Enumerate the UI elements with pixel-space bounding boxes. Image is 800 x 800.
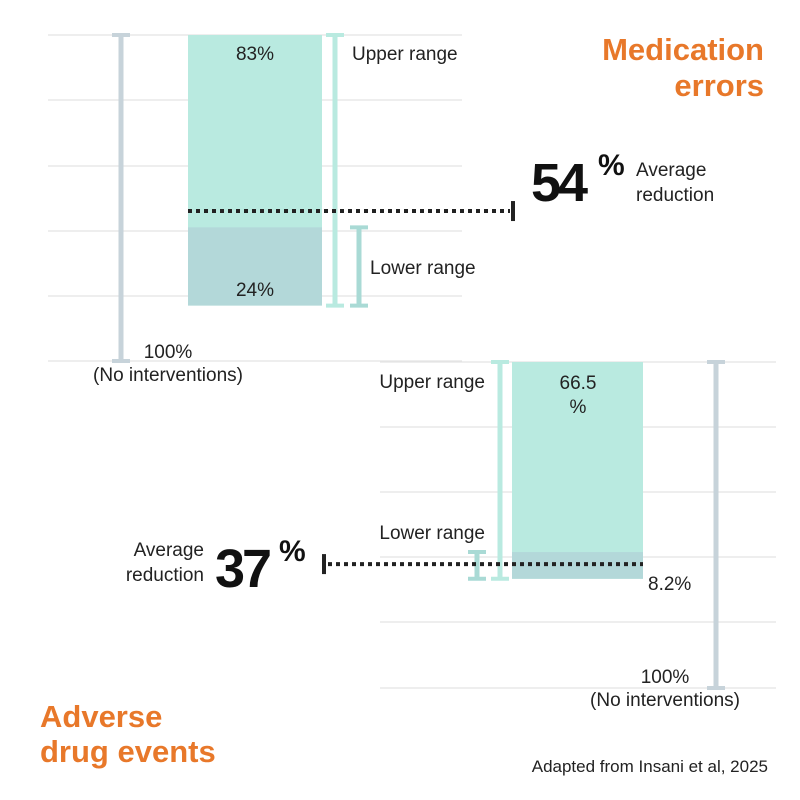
medication-errors-title-line1: Medication <box>602 32 764 67</box>
adverse-drug-events-average-label-line2: reduction <box>126 565 204 586</box>
adverse-drug-events-average-line <box>322 554 643 575</box>
adverse-drug-events-upper-bar <box>512 362 643 579</box>
adverse-drug-events-upper-range-label: Upper range <box>379 372 485 393</box>
medication-errors-lower-value: 24% <box>236 280 274 301</box>
medication-errors-chart: 83% 24% Upper range Lower range 100% (No… <box>93 32 764 386</box>
medication-errors-baseline-sublabel: (No interventions) <box>93 365 243 386</box>
adverse-drug-events-title-line1: Adverse <box>40 699 162 734</box>
adverse-drug-events-average-pct: % <box>279 535 306 568</box>
medication-errors-average-label-line1: Average <box>636 160 706 181</box>
medication-errors-lower-bar <box>188 227 322 306</box>
adverse-drug-events-upper-bracket <box>491 360 509 581</box>
source-note: Adapted from Insani et al, 2025 <box>532 757 768 776</box>
adverse-drug-events-lower-range-label: Lower range <box>379 523 485 544</box>
medication-errors-upper-value: 83% <box>236 44 274 65</box>
medication-errors-baseline-label: 100% <box>144 342 193 363</box>
medication-errors-average-label-line2: reduction <box>636 185 714 206</box>
medication-errors-title-line2: errors <box>674 68 764 103</box>
adverse-drug-events-average-label-line1: Average <box>134 540 204 561</box>
adverse-drug-events-lower-value: 8.2% <box>648 574 691 595</box>
medication-errors-baseline-bracket <box>112 33 130 363</box>
medication-errors-upper-range-label: Upper range <box>352 44 458 65</box>
medication-errors-average-number: 54 <box>531 153 588 213</box>
medication-errors-average-pct: % <box>598 149 625 182</box>
adverse-drug-events-upper-value-line1: 66.5 <box>560 373 597 394</box>
adverse-drug-events-baseline-label: 100% <box>641 667 690 688</box>
adverse-drug-events-baseline-sublabel: (No interventions) <box>590 690 740 711</box>
adverse-drug-events-upper-value-line2: % <box>570 397 587 418</box>
adverse-drug-events-lower-bracket <box>468 550 486 581</box>
medication-errors-lower-range-label: Lower range <box>370 258 476 279</box>
medication-errors-lower-bracket <box>350 225 368 308</box>
medication-errors-average-line <box>188 201 515 222</box>
medication-errors-upper-bracket <box>326 33 344 308</box>
adverse-drug-events-chart: 66.5 % Upper range Lower range 8.2% 100%… <box>40 360 740 769</box>
adverse-drug-events-baseline-bracket <box>707 360 725 690</box>
adverse-drug-events-average-number: 37 <box>215 539 270 599</box>
adverse-drug-events-title-line2: drug events <box>40 734 216 769</box>
